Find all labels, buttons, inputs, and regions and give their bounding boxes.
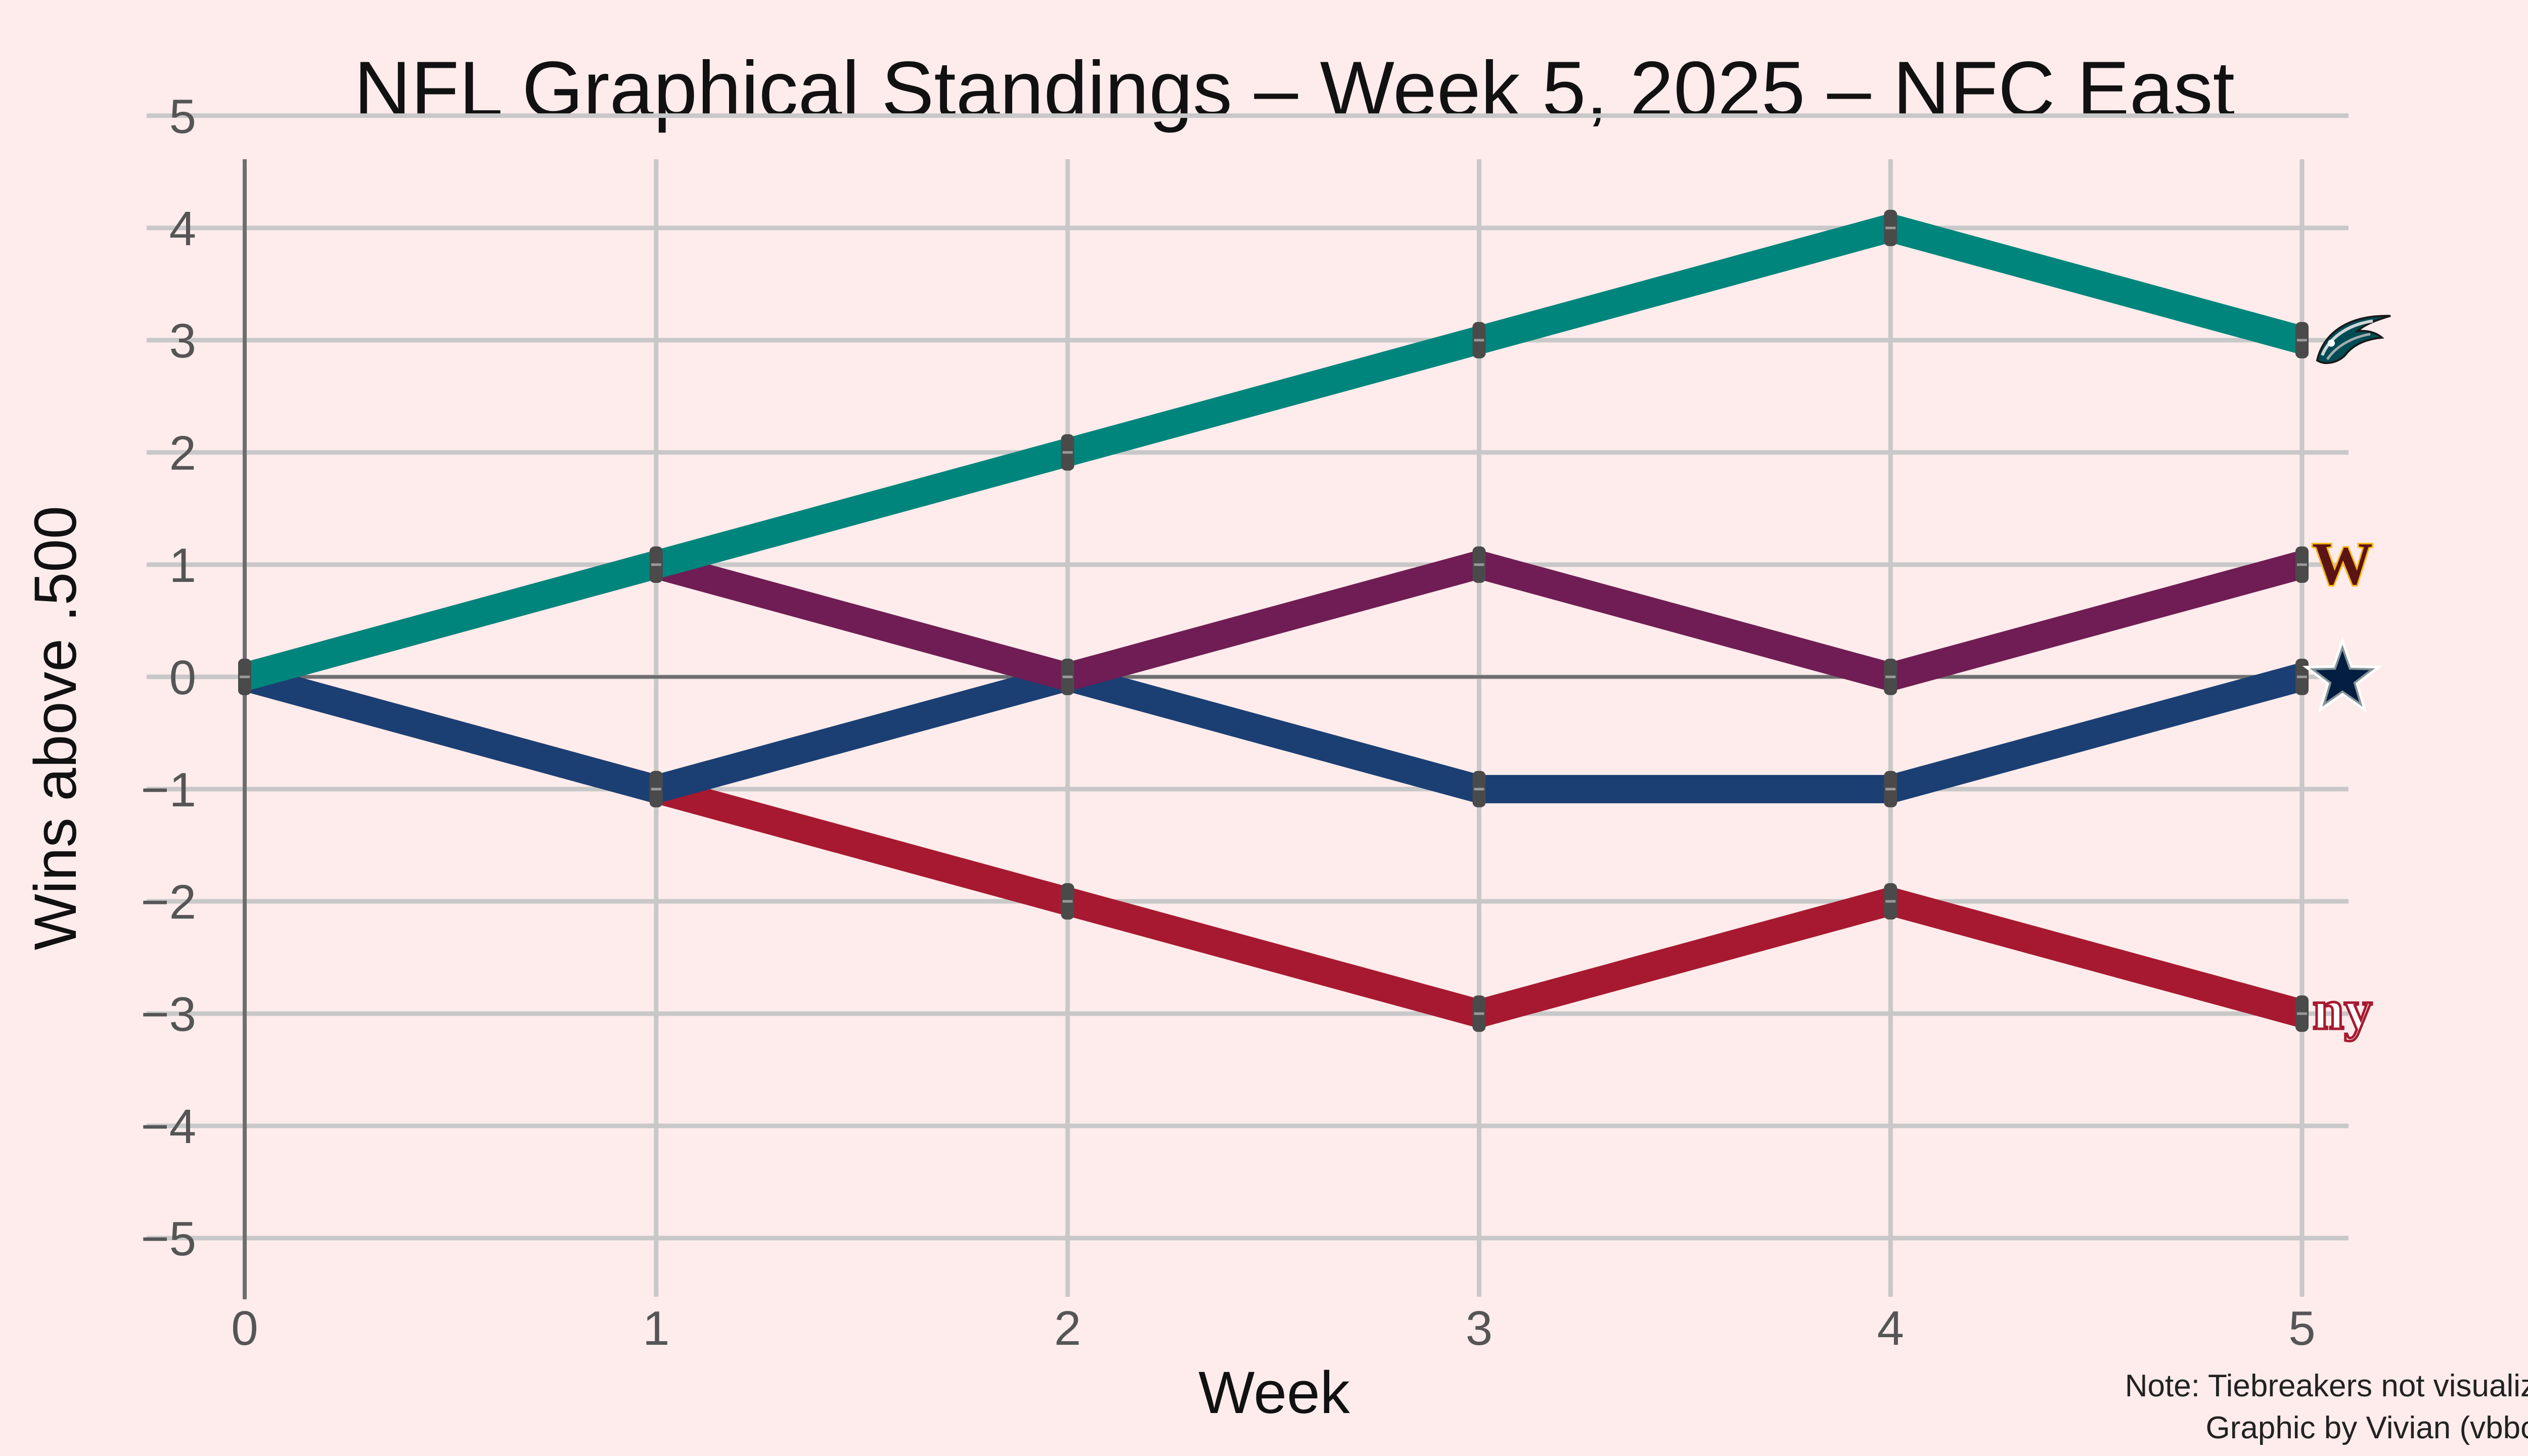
eagles-eye	[2328, 339, 2335, 347]
logo-layer: ny W	[2302, 314, 2391, 1042]
eagles-head-icon	[2316, 314, 2391, 365]
y-tick-label: 2	[169, 426, 196, 480]
y-tick-label: −3	[141, 987, 196, 1041]
x-tick-label: 3	[1466, 1301, 1493, 1355]
cowboys-star-icon	[2302, 636, 2383, 713]
cowboys-star-shape	[2310, 644, 2375, 707]
axis-layer	[243, 159, 2306, 1299]
y-tick-label: 1	[169, 538, 196, 593]
y-tick-label: 4	[169, 202, 196, 256]
commanders-letter: W	[2312, 530, 2373, 597]
eagles-feather-stroke	[2326, 333, 2371, 360]
note-credit: Graphic by Vivian (vbbcla)	[2205, 1410, 2528, 1445]
y-tick-label: 3	[169, 314, 196, 368]
eagles-feather-stroke	[2321, 319, 2373, 356]
giants-logo-icon: ny	[2311, 977, 2373, 1042]
label-layer: −5 −4 −3 −2 −1 0 1 2 3 4 5 0 1 2 3 4 5	[141, 89, 2316, 1355]
y-tick-label: −4	[141, 1100, 196, 1154]
x-tick-label: 2	[1054, 1301, 1081, 1355]
y-tick-label: 0	[169, 651, 196, 705]
x-tick-label: 1	[643, 1301, 669, 1355]
y-tick-label: −2	[141, 875, 196, 929]
grid-layer	[147, 113, 2349, 1297]
x-tick-label: 0	[231, 1301, 258, 1355]
series-line-3	[241, 213, 2306, 691]
note-tiebreakers: Note: Tiebreakers not visualized	[2125, 1369, 2528, 1403]
y-tick-label: −1	[141, 763, 196, 817]
giants-letters: ny	[2313, 979, 2372, 1041]
chart-title: NFL Graphical Standings – Week 5, 2025 –…	[354, 46, 2235, 133]
y-tick-label: −5	[141, 1212, 196, 1266]
x-tick-label: 5	[2288, 1301, 2315, 1355]
marker-layer	[238, 209, 2309, 1032]
y-tick-label: 5	[169, 89, 196, 144]
x-tick-label: 4	[1877, 1301, 1904, 1355]
series-line-1	[241, 662, 2306, 804]
x-axis-title: Week	[1198, 1359, 1350, 1426]
y-axis-title: Wins above .500	[22, 506, 89, 950]
commanders-w-icon: W	[2311, 528, 2374, 599]
series-layer	[241, 213, 2306, 1028]
